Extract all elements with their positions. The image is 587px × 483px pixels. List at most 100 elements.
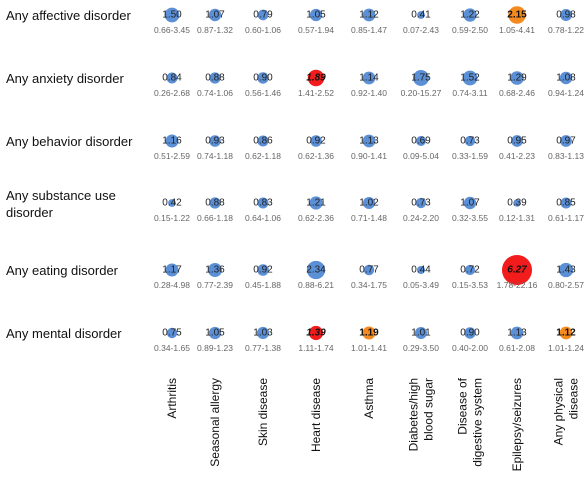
bubble-r5-c4: [306, 260, 326, 280]
ci-label-r2-c9: 0.94-1.24: [548, 88, 584, 98]
ci-label-r5-c8: 1.78-22.16: [497, 280, 538, 290]
bubble-r2-c4: [307, 69, 325, 87]
ci-label-r5-c5: 0.34-1.75: [351, 280, 387, 290]
ci-label-r5-c6: 0.05-3.49: [403, 280, 439, 290]
row-label-any-eating-disorder: Any eating disorder: [6, 263, 119, 278]
bubble-r6-c1: [166, 327, 178, 339]
odds-ratio-label-r3-c5: 1.13: [359, 136, 379, 147]
bubble-r4-c7: [463, 196, 477, 210]
bubble-r6-c2: [208, 326, 222, 340]
odds-ratio-label-r2-c2: 0.88: [205, 73, 225, 84]
bubble-r1-c4: [309, 8, 323, 22]
ci-label-r6-c4: 1.11-1.74: [298, 343, 334, 353]
ci-label-r6-c1: 0.34-1.65: [154, 343, 190, 353]
bubble-r4-c5: [362, 196, 376, 210]
odds-ratio-label-r3-c4: 0.92: [306, 136, 326, 147]
odds-ratio-label-r5-c5: 0.77: [359, 265, 379, 276]
bubble-r1-c9: [560, 9, 572, 21]
odds-ratio-label-r2-c6: 1.75: [411, 73, 431, 84]
odds-ratio-label-r3-c8: 0.95: [507, 136, 527, 147]
odds-ratio-label-r1-c9: 0.98: [556, 10, 576, 21]
bubble-r4-c3: [257, 197, 269, 209]
odds-ratio-label-r2-c9: 1.08: [556, 73, 576, 84]
ci-label-r1-c9: 0.78-1.22: [548, 25, 584, 35]
ci-label-r4-c5: 0.71-1.48: [351, 213, 387, 223]
ci-label-r5-c7: 0.15-3.53: [452, 280, 488, 290]
ci-label-r4-c4: 0.62-2.36: [298, 213, 334, 223]
odds-ratio-label-r1-c2: 1.07: [205, 10, 225, 21]
odds-ratio-label-r6-c4: 1.39: [306, 328, 326, 339]
bubble-r2-c9: [559, 71, 573, 85]
odds-ratio-label-r4-c9: 0.85: [556, 198, 576, 209]
bubble-r3-c9: [560, 135, 572, 147]
ci-label-r5-c3: 0.45-1.88: [245, 280, 281, 290]
ci-label-r6-c5: 1.01-1.41: [351, 343, 387, 353]
bubble-r1-c7: [463, 8, 477, 22]
odds-ratio-label-r5-c7: 0.72: [460, 265, 480, 276]
bubble-r5-c3: [257, 264, 269, 276]
ci-label-r3-c8: 0.41-2.23: [499, 151, 535, 161]
odds-ratio-label-r1-c3: 0.79: [253, 10, 273, 21]
bubble-r3-c4: [310, 135, 322, 147]
ci-label-r1-c2: 0.87-1.32: [197, 25, 233, 35]
bubble-r4-c1: [168, 199, 176, 207]
row-label-any-affective-disorder: Any affective disorder: [6, 8, 131, 23]
ci-label-r1-c1: 0.66-3.45: [154, 25, 190, 35]
bubble-r1-c1: [164, 7, 180, 23]
bubble-r6-c8: [510, 326, 524, 340]
bubble-r2-c8: [510, 71, 524, 85]
column-label-disease-of-digestive-system-line-1: Disease of: [456, 377, 470, 434]
odds-ratio-label-r4-c7: 1.07: [460, 198, 480, 209]
bubble-r5-c2: [208, 263, 222, 277]
bubble-r3-c1: [165, 134, 179, 148]
bubble-r6-c7: [464, 327, 476, 339]
ci-label-r4-c2: 0.66-1.18: [197, 213, 233, 223]
ci-label-r6-c7: 0.40-2.00: [452, 343, 488, 353]
odds-ratio-label-r3-c9: 0.97: [556, 136, 576, 147]
bubble-r5-c5: [363, 264, 375, 276]
odds-ratio-label-r4-c6: 0.73: [411, 198, 431, 209]
ci-label-r5-c4: 0.88-6.21: [298, 280, 334, 290]
bubble-r4-c6: [415, 197, 427, 209]
odds-ratio-label-r2-c8: 1.29: [507, 73, 527, 84]
ci-label-r5-c1: 0.28-4.98: [154, 280, 190, 290]
ci-label-r3-c5: 0.90-1.41: [351, 151, 387, 161]
ci-label-r4-c6: 0.24-2.20: [403, 213, 439, 223]
column-labels: Arthritis Seasonal allergy Skin disease Hea…: [165, 377, 581, 471]
odds-ratio-label-r2-c7: 1.52: [460, 73, 480, 84]
bubble-r5-c9: [558, 262, 574, 278]
column-label-any-physical-disease-line-2: disease: [567, 378, 581, 420]
row-label-any-substance-use-disorder-line-1: Any substance use: [6, 188, 116, 203]
cell-labels: 1.50 0.66-3.45 1.07 0.87-1.32 0.79 0.60-1.06 1…: [154, 10, 584, 354]
bubble-r1-c5: [362, 8, 376, 22]
ci-label-r6-c9: 1.01-1.24: [548, 343, 584, 353]
odds-ratio-label-r1-c7: 1.22: [460, 10, 480, 21]
ci-label-r2-c5: 0.92-1.40: [351, 88, 387, 98]
bubble-r2-c1: [166, 72, 178, 84]
column-label-seasonal-allergy: Seasonal allergy: [208, 378, 222, 467]
ci-label-r4-c9: 0.61-1.17: [548, 213, 584, 223]
row-label-any-anxiety-disorder: Any anxiety disorder: [6, 71, 124, 86]
row-label-any-substance-use-disorder-line-2: disorder: [6, 205, 54, 220]
ci-label-r3-c6: 0.09-5.04: [403, 151, 439, 161]
bubble-r6-c9: [559, 326, 573, 340]
odds-ratio-label-r5-c8: 6.27: [507, 265, 527, 276]
odds-ratio-label-r5-c3: 0.92: [253, 265, 273, 276]
ci-label-r2-c1: 0.26-2.68: [154, 88, 190, 98]
ci-label-r4-c3: 0.64-1.06: [245, 213, 281, 223]
odds-ratio-label-r2-c3: 0.90: [253, 73, 273, 84]
bubble-r4-c8: [513, 199, 521, 207]
odds-ratio-label-r4-c8: 0.39: [507, 198, 527, 209]
column-label-asthma: Asthma: [362, 378, 376, 419]
odds-ratio-label-r1-c8: 2.15: [507, 10, 527, 21]
odds-ratio-label-r5-c2: 1.36: [205, 265, 225, 276]
ci-label-r1-c5: 0.85-1.47: [351, 25, 387, 35]
ci-label-r1-c8: 1.05-4.41: [499, 25, 535, 35]
row-label-any-behavior-disorder: Any behavior disorder: [6, 134, 133, 149]
ci-label-r1-c6: 0.07-2.43: [403, 25, 439, 35]
odds-ratio-label-r1-c4: 1.05: [306, 10, 326, 21]
bubble-r6-c6: [414, 326, 428, 340]
ci-label-r2-c4: 1.41-2.52: [298, 88, 334, 98]
bubble-r5-c6: [417, 266, 425, 274]
